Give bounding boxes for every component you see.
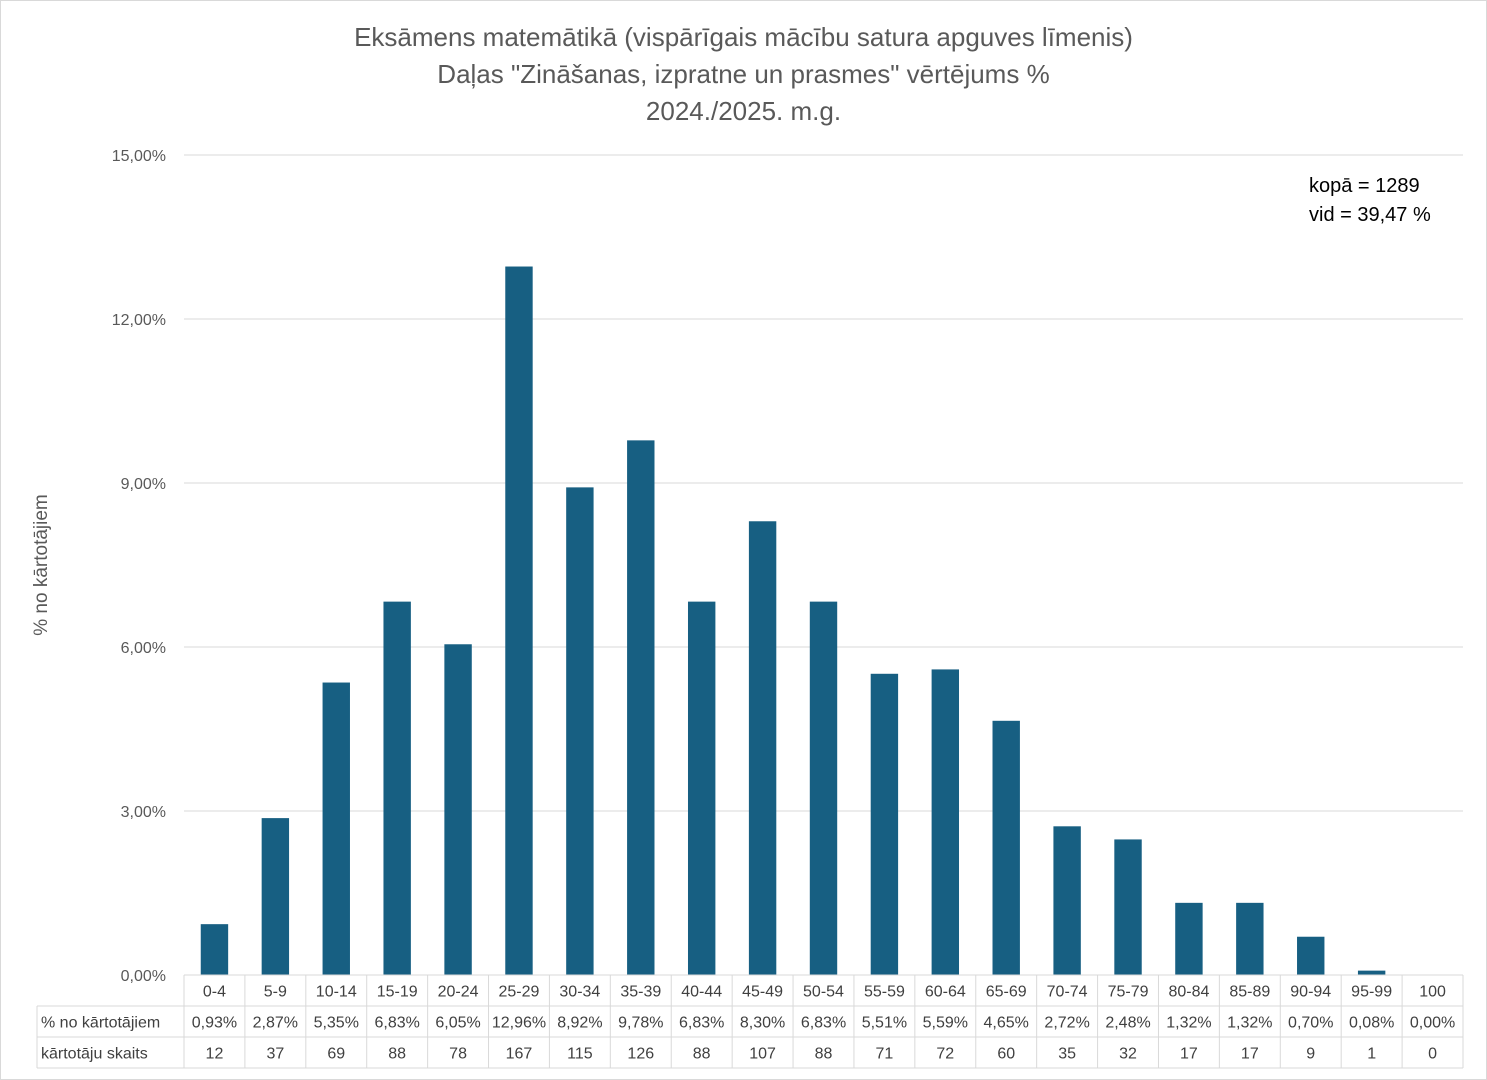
table-cell: 60: [997, 1046, 1015, 1063]
table-cell: 0,93%: [192, 1015, 237, 1032]
annotation-average: vid = 39,47 %: [1309, 204, 1431, 226]
bar: [444, 644, 472, 975]
bar: [992, 720, 1020, 975]
x-tick-label: 75-79: [1108, 984, 1149, 1001]
table-cell: 12,96%: [492, 1015, 546, 1032]
x-tick-label: 30-34: [559, 984, 600, 1001]
y-tick-label: 9,00%: [121, 476, 166, 493]
table-cell: 5,35%: [314, 1015, 359, 1032]
y-tick-label: 15,00%: [112, 148, 166, 165]
x-tick-label: 5-9: [264, 984, 287, 1001]
bar: [200, 924, 229, 975]
table-cell: 32: [1119, 1046, 1137, 1063]
table-cell: 12: [206, 1046, 224, 1063]
x-tick-label: 15-19: [377, 984, 418, 1001]
bar: [687, 601, 716, 975]
chart-title-line-1: Eksāmens matemātikā (vispārīgais mācību …: [354, 22, 1133, 52]
x-tick-label: 25-29: [499, 984, 540, 1001]
table-cell: 5,51%: [862, 1015, 907, 1032]
table-cell: 2,48%: [1105, 1015, 1150, 1032]
table-row-label: kārtotāju skaits: [41, 1046, 148, 1063]
table-cell: 0,70%: [1288, 1015, 1333, 1032]
bar: [748, 521, 777, 975]
x-tick-label: 90-94: [1290, 984, 1331, 1001]
table-cell: 8,30%: [740, 1015, 785, 1032]
table-cell: 6,83%: [801, 1015, 846, 1032]
bar: [322, 682, 350, 975]
bar: [1236, 902, 1264, 975]
bar: [1357, 970, 1386, 975]
bar: [1053, 826, 1081, 975]
bar: [870, 673, 899, 975]
chart-title-line-3: 2024./2025. m.g.: [645, 96, 842, 126]
table-cell: 71: [876, 1046, 894, 1063]
x-tick-label: 55-59: [864, 984, 905, 1001]
bar: [505, 266, 533, 975]
bar: [931, 669, 960, 975]
table-cell: 88: [815, 1046, 833, 1063]
table-cell: 9,78%: [618, 1015, 663, 1032]
table-cell: 167: [506, 1046, 533, 1063]
bar: [627, 440, 655, 975]
x-tick-label: 85-89: [1229, 984, 1270, 1001]
table-cell: 0,08%: [1349, 1015, 1394, 1032]
table-cell: 69: [327, 1046, 345, 1063]
table-cell: 1,32%: [1166, 1015, 1211, 1032]
bar: [1175, 902, 1203, 975]
chart-annotation: kopā = 1289 vid = 39,47 %: [1309, 172, 1431, 230]
x-tick-label: 80-84: [1168, 984, 1209, 1001]
table-cell: 88: [388, 1046, 406, 1063]
x-tick-label: 10-14: [316, 984, 357, 1001]
bar: [1114, 839, 1142, 975]
x-tick-label: 95-99: [1351, 984, 1392, 1001]
annotation-total: kopā = 1289: [1309, 175, 1420, 197]
table-cell: 78: [449, 1046, 467, 1063]
y-tick-label: 3,00%: [121, 804, 166, 821]
x-tick-label: 20-24: [438, 984, 479, 1001]
table-cell: 107: [749, 1046, 776, 1063]
table-cell: 0,00%: [1410, 1015, 1455, 1032]
x-tick-label: 50-54: [803, 984, 844, 1001]
table-cell: 6,83%: [374, 1015, 419, 1032]
table-cell: 9: [1306, 1046, 1315, 1063]
y-tick-label: 0,00%: [121, 968, 166, 985]
table-cell: 17: [1180, 1046, 1198, 1063]
table-cell: 37: [266, 1046, 284, 1063]
table-cell: 4,65%: [984, 1015, 1029, 1032]
table-cell: 115: [567, 1046, 593, 1063]
x-tick-label: 40-44: [681, 984, 722, 1001]
table-row-label: % no kārtotājiem: [41, 1015, 160, 1032]
table-cell: 0: [1428, 1046, 1437, 1063]
table-cell: 2,72%: [1044, 1015, 1089, 1032]
x-tick-label: 100: [1419, 984, 1446, 1001]
table-cell: 1,32%: [1227, 1015, 1272, 1032]
table-cell: 2,87%: [253, 1015, 298, 1032]
table-cell: 6,05%: [435, 1015, 480, 1032]
x-tick-label: 65-69: [986, 984, 1027, 1001]
bar: [566, 487, 594, 975]
bar: [809, 601, 838, 975]
chart-title-line-2: Daļas "Zināšanas, izpratne un prasmes" v…: [437, 59, 1050, 89]
bar: [383, 601, 411, 975]
x-tick-label: 0-4: [203, 984, 226, 1001]
table-cell: 17: [1241, 1046, 1259, 1063]
bar: [261, 818, 290, 975]
table-cell: 5,59%: [923, 1015, 968, 1032]
x-tick-label: 60-64: [925, 984, 966, 1001]
x-tick-label: 35-39: [620, 984, 661, 1001]
table-cell: 6,83%: [679, 1015, 724, 1032]
bar: [1297, 936, 1325, 975]
y-tick-label: 6,00%: [121, 640, 166, 657]
x-tick-label: 70-74: [1047, 984, 1088, 1001]
table-cell: 35: [1058, 1046, 1076, 1063]
table-cell: 72: [936, 1046, 954, 1063]
x-tick-label: 45-49: [742, 984, 783, 1001]
y-tick-label: 12,00%: [112, 312, 166, 329]
table-cell: 1: [1367, 1046, 1376, 1063]
table-cell: 8,92%: [557, 1015, 602, 1032]
table-cell: 88: [693, 1046, 711, 1063]
table-cell: 126: [627, 1046, 654, 1063]
